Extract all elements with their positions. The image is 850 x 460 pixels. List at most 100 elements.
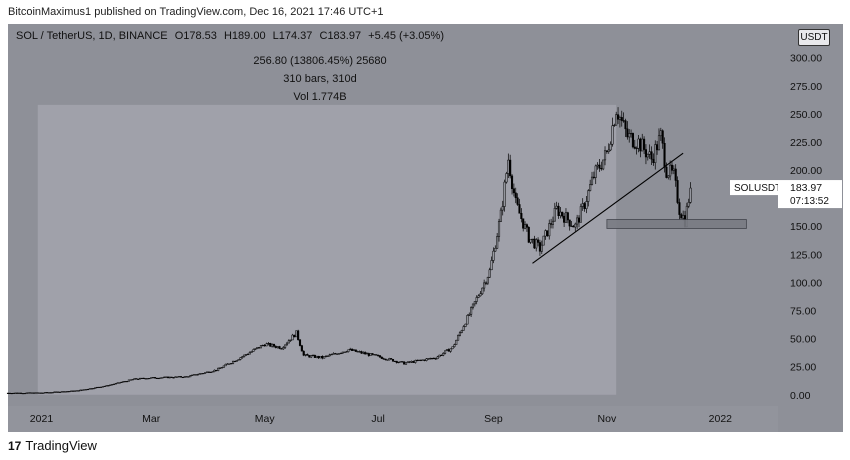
candle-body bbox=[624, 120, 627, 130]
candle-body bbox=[540, 244, 543, 252]
candle-body bbox=[633, 146, 636, 149]
candle-body bbox=[157, 377, 160, 380]
candle-body bbox=[116, 382, 119, 384]
candle-body bbox=[218, 367, 222, 369]
candle-body bbox=[213, 369, 216, 372]
candle-body bbox=[364, 352, 367, 355]
candle-body bbox=[53, 391, 56, 393]
y-tick-label: 0.00 bbox=[790, 390, 811, 402]
candle-body bbox=[483, 282, 486, 289]
candle-body bbox=[178, 376, 181, 378]
candle-body bbox=[596, 164, 599, 167]
candle-body bbox=[267, 343, 270, 345]
candle-body bbox=[648, 151, 651, 155]
candle-body bbox=[146, 378, 149, 380]
tradingview-logo[interactable]: 17 TradingView bbox=[8, 438, 97, 453]
candle-body bbox=[152, 377, 155, 379]
candle-body bbox=[44, 392, 47, 394]
candle-body bbox=[512, 188, 515, 194]
candle-body bbox=[231, 360, 235, 364]
time-axis bbox=[8, 406, 778, 432]
candle-body bbox=[408, 361, 411, 363]
candle-body bbox=[590, 176, 594, 185]
candle-body bbox=[105, 385, 108, 387]
candle-body bbox=[529, 238, 532, 243]
candle-body bbox=[55, 391, 58, 393]
candle-body bbox=[605, 150, 608, 152]
candle-body bbox=[6, 392, 10, 394]
candle-body bbox=[382, 358, 385, 360]
candle-body bbox=[226, 363, 229, 365]
candle-body bbox=[360, 351, 363, 354]
candle-body bbox=[661, 130, 664, 144]
price-axis[interactable] bbox=[778, 24, 843, 432]
candle-body bbox=[496, 236, 499, 249]
symbol-price-tag bbox=[730, 180, 778, 196]
candle-body bbox=[609, 143, 612, 151]
candle-body bbox=[518, 204, 521, 214]
candle-body bbox=[436, 356, 439, 360]
candle-body bbox=[639, 138, 642, 152]
candle-body bbox=[14, 392, 17, 394]
candle-body bbox=[34, 392, 37, 394]
candle-body bbox=[641, 138, 644, 152]
candle-body bbox=[36, 392, 39, 394]
candle-body bbox=[339, 352, 342, 354]
candle-body bbox=[570, 225, 573, 227]
candle-body bbox=[484, 282, 488, 284]
candle-body bbox=[328, 354, 331, 357]
candle-body bbox=[276, 346, 279, 348]
candle-body bbox=[189, 375, 192, 378]
candle-body bbox=[349, 348, 352, 351]
candle-body bbox=[447, 349, 450, 352]
symbol-title[interactable]: SOL / TetherUS, 1D, BINANCE bbox=[16, 30, 168, 42]
candle-body bbox=[179, 376, 183, 378]
candle-body bbox=[181, 376, 184, 379]
candle-body bbox=[256, 347, 259, 349]
candle-body bbox=[137, 378, 140, 380]
candle-body bbox=[674, 168, 677, 181]
candle-body bbox=[124, 381, 127, 383]
y-tick-label: 200.00 bbox=[790, 165, 822, 177]
candle-body bbox=[209, 371, 212, 373]
candle-body bbox=[31, 392, 34, 394]
candle-body bbox=[165, 376, 168, 378]
y-tick-label: 300.00 bbox=[790, 53, 822, 65]
candle-body bbox=[566, 212, 569, 221]
candle-body bbox=[70, 390, 73, 392]
candle-body bbox=[183, 376, 186, 378]
candle-body bbox=[637, 138, 640, 149]
publisher-line: BitcoinMaximus1 published on TradingView… bbox=[8, 6, 384, 18]
candle-body bbox=[284, 344, 287, 348]
symbol-tag-label: SOLUSDT bbox=[734, 183, 781, 194]
x-tick-label: Mar bbox=[142, 413, 161, 425]
x-tick-label: 2022 bbox=[709, 413, 733, 425]
candle-body bbox=[438, 354, 441, 358]
candle-body bbox=[42, 392, 45, 394]
candle-body bbox=[79, 389, 82, 392]
candle-body bbox=[57, 391, 60, 393]
candle-body bbox=[557, 205, 560, 216]
candle-body bbox=[217, 367, 220, 371]
candle-body bbox=[323, 356, 326, 359]
candle-body bbox=[431, 357, 434, 360]
candle-body bbox=[449, 348, 452, 352]
candle-body bbox=[278, 346, 281, 349]
y-tick-label: 25.00 bbox=[790, 362, 816, 374]
candle-body bbox=[46, 392, 49, 394]
candle-body bbox=[332, 353, 335, 355]
candle-body bbox=[90, 388, 93, 390]
candle-body bbox=[421, 359, 424, 361]
candle-body bbox=[395, 360, 398, 363]
candle-body bbox=[630, 133, 633, 135]
candle-body bbox=[40, 392, 43, 394]
candle-body bbox=[38, 392, 41, 394]
x-tick-label: Nov bbox=[598, 413, 617, 425]
candle-body bbox=[488, 269, 491, 278]
candle-body bbox=[618, 117, 621, 120]
currency-button[interactable]: USDT bbox=[798, 29, 830, 46]
candle-body bbox=[198, 373, 201, 375]
x-tick-label: May bbox=[255, 413, 276, 425]
candle-body bbox=[10, 393, 13, 395]
